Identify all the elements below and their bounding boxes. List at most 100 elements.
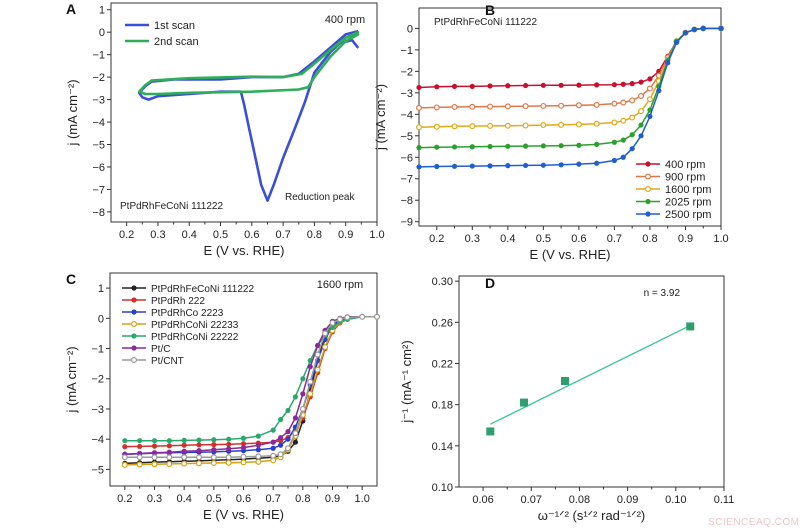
data-point [328,55,332,59]
data-point [277,416,284,423]
y-tick-label: −5 [92,140,105,152]
data-point [226,441,232,447]
data-point [451,144,458,150]
y-axis-label: j⁻¹ (mA⁻¹ cm²) [399,340,414,423]
data-point [336,316,343,323]
legend-label: Pt/C [151,344,170,355]
y-axis-label: j (mA cm⁻²) [65,79,80,146]
data-point [469,163,475,169]
plot-frame [110,2,378,223]
data-point [469,83,475,89]
series-0 [486,322,695,436]
y-tick-label: −4 [91,434,104,446]
data-point [270,445,276,451]
x-tick-label: 0.11 [714,494,735,506]
legend-label: PtPdRhCoNi 22222 [151,332,239,343]
data-point [561,376,569,385]
data-point [210,454,217,461]
y-axis-label: j (mA cm⁻²) [373,84,388,151]
legend-marker [131,297,137,303]
plot-frame [418,7,722,227]
x-tick-label: 1.0 [369,229,384,241]
x-axis-label: E (V vs. RHE) [204,243,285,258]
data-point [211,447,217,453]
x-tick-label: 0.3 [150,229,165,241]
data-point [285,407,291,414]
legend-item: 400 rpm [636,159,705,171]
panel-letter-b: B [485,2,495,18]
y-tick-label: −1 [400,45,413,57]
data-point [255,433,261,439]
y-tick-label: −8 [400,195,413,207]
x-tick-label: 0.7 [266,493,281,505]
data-point [611,82,618,88]
data-point [188,77,191,80]
data-point [151,461,158,468]
x-tick-label: 0.5 [206,493,221,505]
x-tick-label: 0.6 [571,233,586,245]
legend-marker [645,161,651,167]
data-point [292,415,299,421]
annotation: n = 3.92 [644,288,681,299]
chart-panel-a: 0.2 0.3 0.4 0.5 0.6 0.7 0.8 0.9 1.0 1 0 −1 −2 −3 −4 −5 −… [65,2,385,258]
data-point [451,104,458,111]
annotation: 1600 rpm [317,279,363,291]
data-point [329,319,336,326]
data-point [300,72,304,75]
data-point [638,133,644,139]
annotation: 400 rpm [325,14,365,26]
data-point [313,75,316,79]
legend-label: 1600 rpm [665,184,711,196]
y-tick-label: 0 [98,313,104,325]
data-point [638,93,645,100]
data-point [487,163,493,169]
legend-item: 2025 rpm [636,197,711,209]
x-tick-label: 0.10 [665,494,686,506]
data-point [505,163,511,169]
y-tick-label: −7 [92,184,105,196]
data-point [576,142,582,148]
data-point [144,92,147,96]
data-point [344,314,351,321]
data-point [166,449,172,455]
data-point [307,390,314,397]
data-point [522,122,529,129]
data-point [487,143,493,150]
data-point [594,160,600,166]
data-point [540,143,546,149]
data-point [540,122,547,129]
data-point [292,394,299,400]
legend-marker [644,186,651,193]
plot-frame [458,275,725,488]
y-tick-label: −8 [92,207,105,219]
legend-marker [131,333,137,339]
data-point [255,458,262,465]
data-point [594,141,600,147]
data-point [344,36,347,40]
legend-label: PtPdRhCo 2223 [151,308,224,319]
data-point [656,88,662,94]
x-tick-label: 0.6 [244,229,259,241]
data-point [322,344,329,351]
data-point [629,132,635,138]
data-point [277,442,284,448]
y-tick-label: 0 [407,23,413,35]
data-point [307,378,314,385]
legend-label: 900 rpm [665,172,705,184]
data-point [136,461,143,468]
data-point [240,453,247,460]
data-point [357,33,360,36]
y-tick-label: −1 [91,344,104,356]
data-point [646,85,653,92]
data-point [181,454,188,461]
y-tick-label: −7 [400,174,413,186]
data-point [558,143,564,149]
y-tick-label: −2 [91,374,104,386]
data-point [137,438,143,444]
data-point [196,437,202,443]
data-point [629,146,635,152]
legend-marker [131,321,138,328]
legend-marker [645,198,651,205]
data-point [487,122,494,129]
